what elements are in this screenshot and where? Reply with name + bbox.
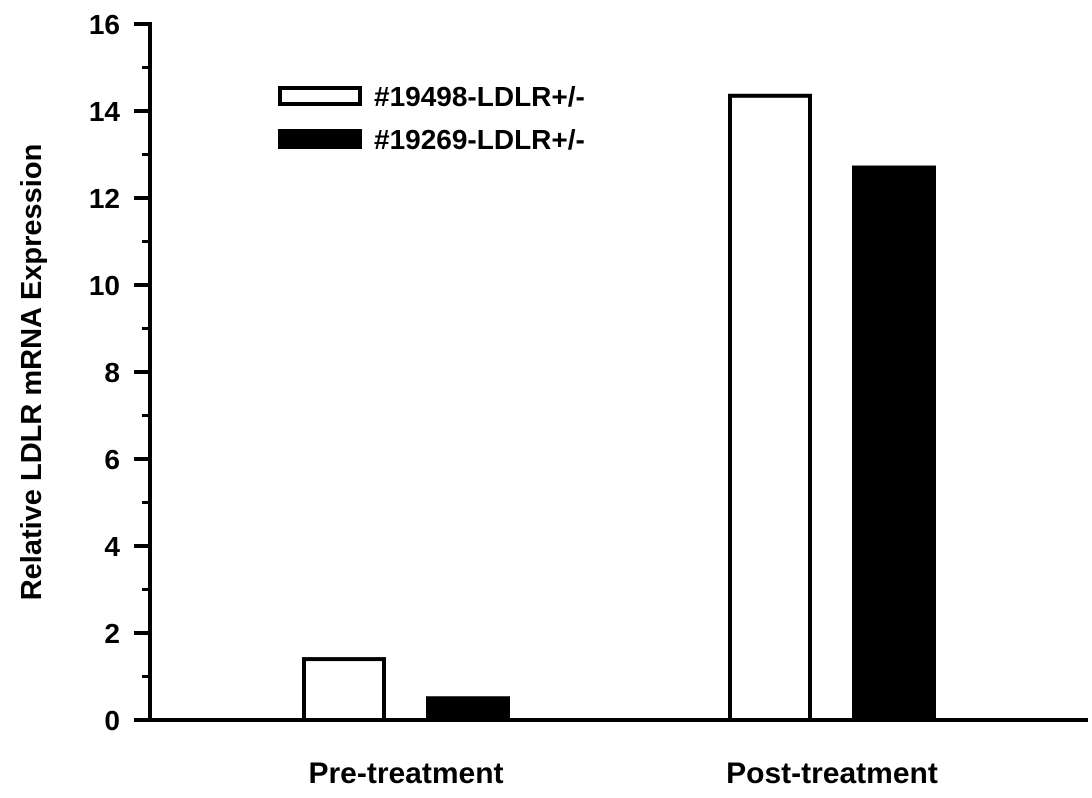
y-tick-label: 10 [89, 270, 120, 301]
y-tick-label: 12 [89, 183, 120, 214]
bar-1-1 [302, 657, 386, 722]
legend-swatch-2 [278, 129, 362, 149]
y-tick-label: 6 [104, 444, 120, 475]
legend-swatch-1 [278, 86, 362, 106]
y-tick-label: 14 [89, 96, 121, 127]
y-tick-label: 0 [104, 705, 120, 736]
legend: #19498-LDLR+/- #19269-LDLR+/- [278, 81, 585, 155]
legend-label-2: #19269-LDLR+/- [374, 124, 585, 155]
legend-label-1: #19498-LDLR+/- [374, 81, 585, 112]
bar-1-2 [728, 93, 812, 722]
x-tick-label: Post-treatment [726, 757, 938, 790]
y-tick-label: 2 [104, 618, 120, 649]
y-tick-label: 4 [104, 531, 120, 562]
bar-2-2 [852, 165, 936, 723]
bars [302, 93, 936, 723]
y-tick-label: 8 [104, 357, 120, 388]
y-tick-label: 16 [89, 9, 120, 40]
y-axis-label: Relative LDLR mRNA Expression [16, 144, 48, 601]
bar-2-1 [426, 696, 510, 722]
x-tick-label: Pre-treatment [308, 757, 503, 790]
axes: 0 2 4 6 8 10 12 14 16 Pre-treatment Post-treatment [89, 9, 1088, 790]
